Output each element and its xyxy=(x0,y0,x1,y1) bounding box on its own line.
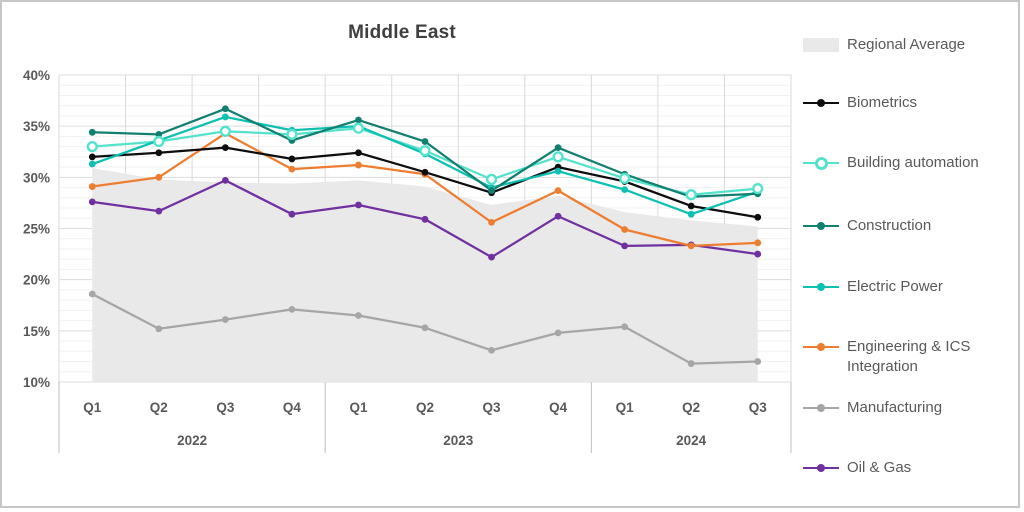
svg-text:40%: 40% xyxy=(23,68,50,83)
legend-item-regional-average: Regional Average xyxy=(801,35,965,55)
legend-label: Manufacturing xyxy=(847,399,943,416)
x-axis-quarter-labels: Q1 Q2 Q3 Q4 Q1 Q2 Q3 Q4 Q1 Q2 Q3 xyxy=(83,400,767,415)
legend-label: Oil & Gas xyxy=(847,459,912,476)
svg-text:2022: 2022 xyxy=(177,433,207,448)
line-marker-icon xyxy=(801,153,847,173)
legend-item-building-automation: Building automation xyxy=(801,153,979,173)
svg-text:20%: 20% xyxy=(23,273,50,288)
legend-label: Biometrics xyxy=(847,94,918,111)
svg-text:Q4: Q4 xyxy=(283,400,302,415)
svg-text:Q1: Q1 xyxy=(349,400,368,415)
x-axis-year-labels: 2022 2023 2024 xyxy=(177,433,707,448)
svg-text:Q3: Q3 xyxy=(216,400,235,415)
line-marker-icon xyxy=(801,216,847,236)
svg-text:2024: 2024 xyxy=(676,433,707,448)
legend-label: Building automation xyxy=(847,154,979,171)
svg-text:Q4: Q4 xyxy=(549,400,568,415)
svg-text:2023: 2023 xyxy=(443,433,474,448)
svg-text:35%: 35% xyxy=(23,119,50,134)
line-marker-icon xyxy=(801,277,847,297)
area-swatch-icon xyxy=(801,35,847,55)
legend: Regional Average Biometrics Building autom… xyxy=(801,2,1017,506)
legend-item-biometrics: Biometrics xyxy=(801,93,917,113)
svg-text:Q2: Q2 xyxy=(150,400,168,415)
svg-text:Q3: Q3 xyxy=(749,400,768,415)
legend-label: Electric Power xyxy=(847,278,943,295)
line-marker-icon xyxy=(801,93,847,113)
line-marker-icon xyxy=(801,398,847,418)
svg-text:25%: 25% xyxy=(23,222,50,237)
legend-item-engineering-ics-integration: Engineering & ICS Integration xyxy=(801,337,1017,378)
legend-item-electric-power: Electric Power xyxy=(801,277,943,297)
svg-text:30%: 30% xyxy=(23,170,50,185)
svg-text:15%: 15% xyxy=(23,324,50,339)
series-area-regional-average xyxy=(92,168,758,382)
legend-item-manufacturing: Manufacturing xyxy=(801,398,942,418)
svg-text:Q2: Q2 xyxy=(416,400,434,415)
chart-title: Middle East xyxy=(348,22,456,43)
series-markers-manufacturing xyxy=(88,290,762,367)
y-axis-labels: 10% 15% 20% 25% 30% 35% 40% xyxy=(23,68,50,390)
legend-item-construction: Construction xyxy=(801,216,931,236)
legend-label: Engineering & ICS Integration xyxy=(847,338,971,376)
svg-text:Q2: Q2 xyxy=(682,400,700,415)
legend-label: Construction xyxy=(847,217,932,234)
line-marker-icon xyxy=(801,458,847,478)
legend-label: Regional Average xyxy=(847,36,966,53)
svg-text:Q1: Q1 xyxy=(616,400,635,415)
svg-text:10%: 10% xyxy=(23,375,50,390)
series-markers-oil-gas xyxy=(88,177,762,261)
svg-text:Q1: Q1 xyxy=(83,400,102,415)
series-markers-building-automation xyxy=(86,122,764,201)
legend-item-oil-gas: Oil & Gas xyxy=(801,458,911,478)
svg-text:Q3: Q3 xyxy=(483,400,502,415)
line-marker-icon xyxy=(801,337,847,357)
x-axis-separators xyxy=(58,382,792,453)
